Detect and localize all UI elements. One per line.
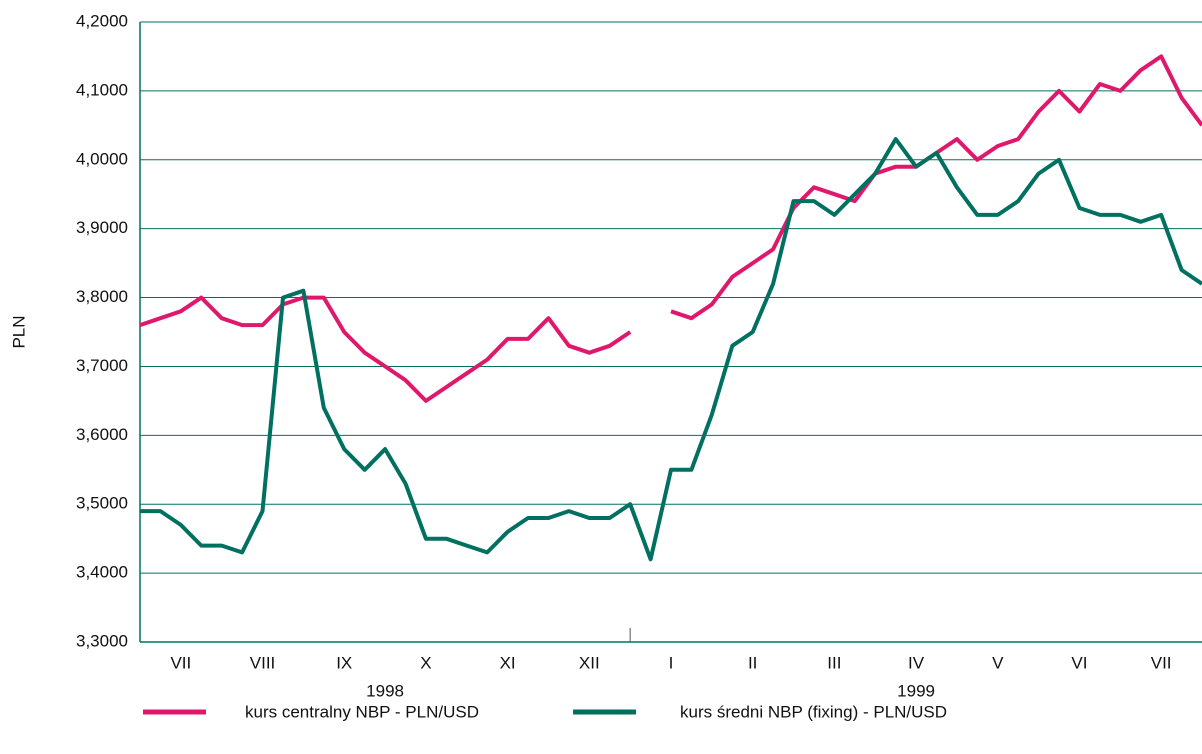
y-tick-label: 3,4000 [76,563,128,582]
x-tick-label: IX [336,653,352,672]
y-tick-label: 3,5000 [76,494,128,513]
y-tick-label: 4,2000 [76,11,128,30]
legend-label: kurs średni NBP (fixing) - PLN/USD [680,702,947,721]
y-tick-label: 4,0000 [76,149,128,168]
x-tick-label: II [748,653,757,672]
x-tick-label: VI [1071,653,1087,672]
x-tick-label: I [669,653,674,672]
y-tick-label: 3,3000 [76,631,128,650]
x-tick-label: V [992,653,1004,672]
x-tick-label: X [420,653,431,672]
y-axis-label: PLN [9,315,28,348]
year-label: 1999 [897,681,935,700]
year-label: 1998 [366,681,404,700]
y-tick-label: 4,1000 [76,80,128,99]
x-tick-label: IV [908,653,925,672]
y-tick-label: 3,8000 [76,287,128,306]
x-tick-label: VII [170,653,191,672]
y-tick-label: 3,9000 [76,218,128,237]
x-tick-label: XII [579,653,600,672]
series-line [140,137,1202,562]
x-tick-label: III [827,653,841,672]
x-tick-label: XI [500,653,516,672]
x-tick-label: VII [1151,653,1172,672]
y-tick-label: 3,7000 [76,356,128,375]
x-tick-label: VIII [250,653,276,672]
legend-label: kurs centralny NBP - PLN/USD [245,702,479,721]
y-tick-label: 3,6000 [76,425,128,444]
